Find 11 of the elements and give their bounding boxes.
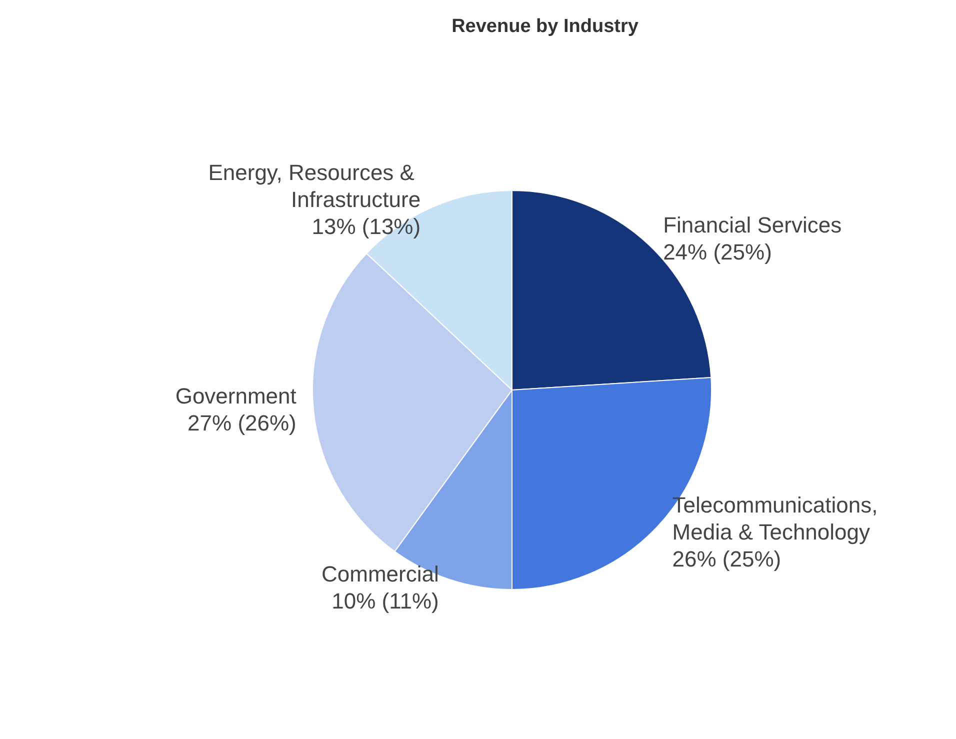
slice-label: Financial Services bbox=[663, 212, 842, 238]
slice-label: Commercial bbox=[322, 561, 439, 586]
slice-label: Energy, Resources & Infrastructure bbox=[208, 160, 421, 212]
data-label: 26% (25%) bbox=[672, 546, 782, 572]
data-label: 27% (26%) bbox=[188, 410, 296, 436]
slice-label: Telecommunications, Media & Technology bbox=[672, 492, 884, 545]
chart-title: Revenue by Industry bbox=[452, 16, 639, 37]
data-label: 24% (25%) bbox=[663, 240, 772, 265]
slice-label: Government bbox=[175, 384, 296, 409]
data-label: 13% (13%) bbox=[312, 214, 421, 240]
data-label: 10% (11%) bbox=[332, 588, 439, 614]
